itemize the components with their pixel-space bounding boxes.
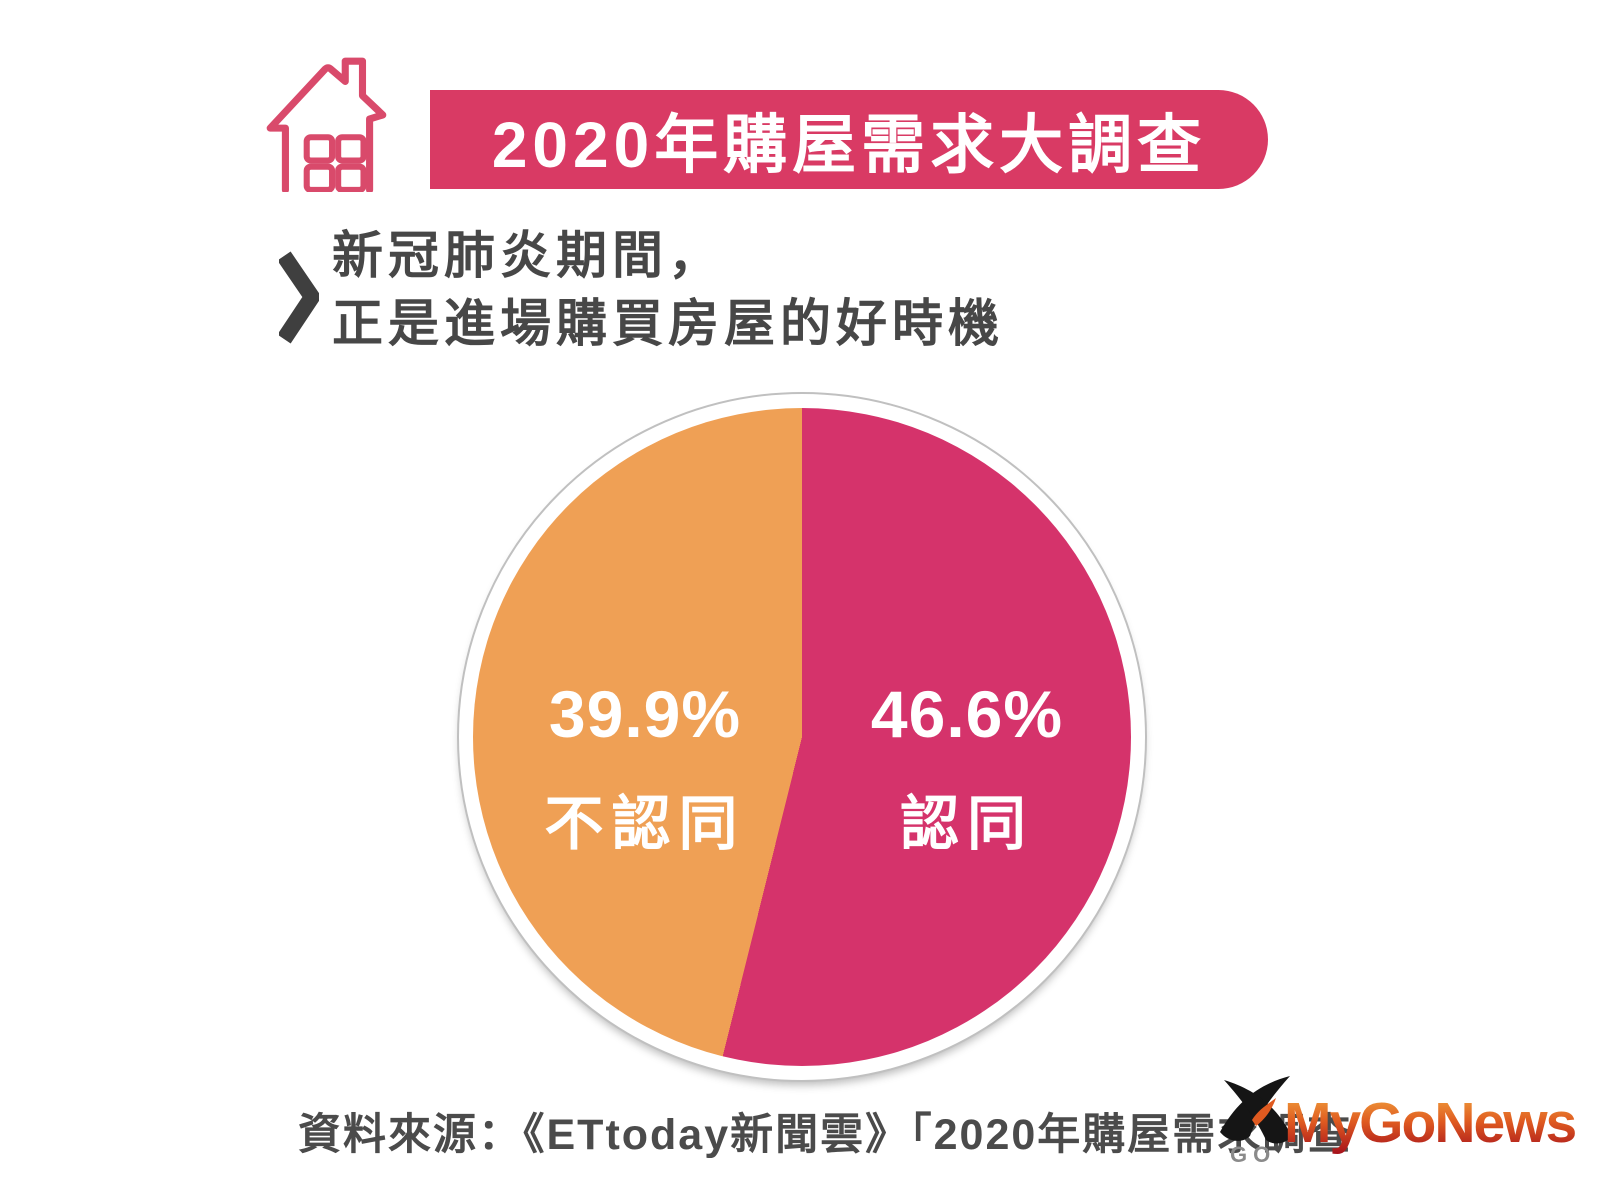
title-banner: 2020年購屋需求大調查	[430, 90, 1268, 189]
source-attribution: 資料來源：《ETtoday新聞雲》「2020年購屋需求調查	[298, 1111, 1353, 1159]
mygonews-bird-icon: GO	[1220, 1076, 1292, 1167]
disagree-percentage: 39.9%	[548, 677, 742, 751]
pie-chart-ring	[457, 392, 1147, 1082]
house-icon	[266, 57, 387, 192]
survey-question: 新冠肺炎期間， 正是進場購買房屋的好時機	[332, 222, 1004, 358]
disagree-label: 不認同	[544, 791, 746, 857]
question-line-1: 新冠肺炎期間，	[332, 227, 725, 284]
slice-label-agree: 46.6% 認同	[812, 676, 1122, 861]
slice-label-disagree: 39.9% 不認同	[490, 676, 800, 861]
bird-icon-sub-text: GO	[1230, 1142, 1276, 1167]
agree-label: 認同	[899, 791, 1034, 857]
agree-percentage: 46.6%	[870, 677, 1064, 751]
mygonews-wordmark: MyGoNews	[1284, 1091, 1577, 1155]
pie	[473, 408, 1131, 1066]
chevron-icon	[279, 251, 319, 344]
question-line-2: 正是進場購買房屋的好時機	[332, 295, 1005, 352]
page-title: 2020年購屋需求大調查	[491, 108, 1207, 181]
mygonews-logo: GO MyGoNews	[1214, 1072, 1594, 1182]
